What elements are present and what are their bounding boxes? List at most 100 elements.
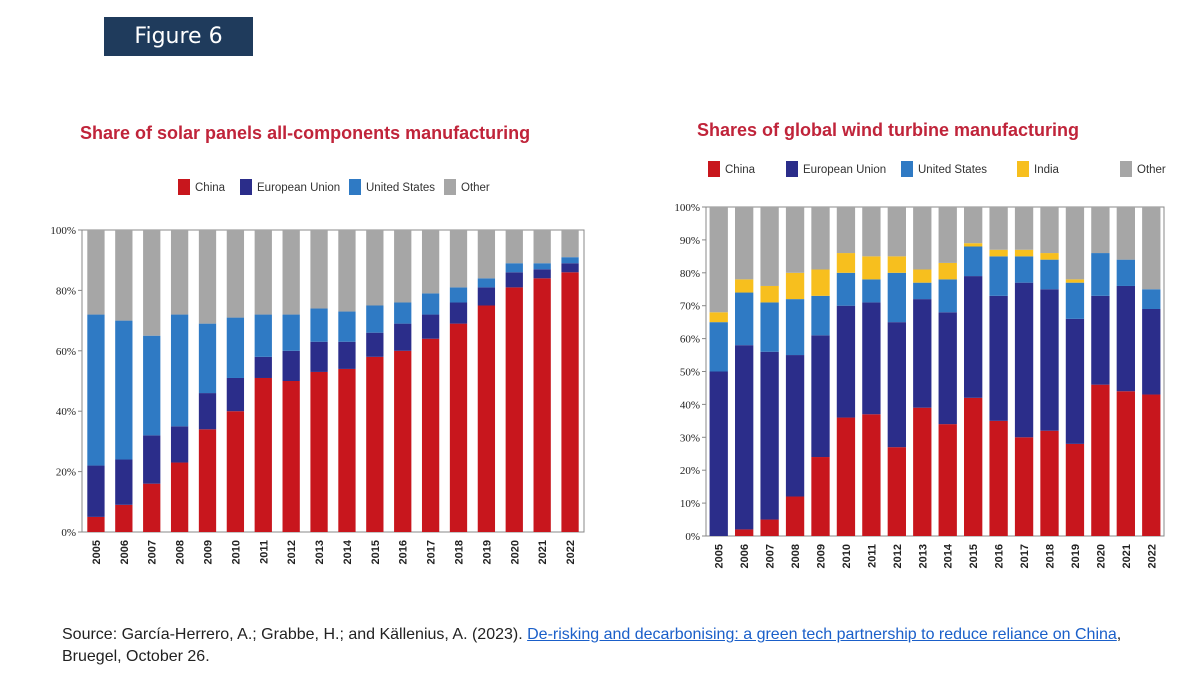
bar-united-states-2020 [1091, 253, 1110, 296]
bar-european-union-2020 [1091, 295, 1110, 385]
x-tick-label: 2019 [1070, 544, 1082, 568]
solar-chart-title: Share of solar panels all-components man… [80, 123, 530, 143]
bar-european-union-2018 [1040, 289, 1059, 431]
source-link[interactable]: De-risking and decarbonising: a green te… [527, 626, 1117, 643]
bar-european-union-2016 [394, 323, 412, 351]
bar-china-2014 [338, 368, 356, 532]
bar-china-2012 [282, 381, 300, 532]
bar-other-2020 [505, 230, 523, 264]
bar-china-2006 [115, 504, 133, 532]
bar-other-2005 [709, 207, 728, 313]
bar-china-2017 [1014, 437, 1034, 536]
bar-china-2021 [1116, 391, 1135, 536]
y-tick-label: 30% [680, 432, 700, 444]
bar-united-states-2012 [887, 272, 906, 323]
bar-european-union-2007 [143, 435, 161, 484]
bar-european-union-2009 [198, 393, 217, 430]
bar-european-union-2011 [862, 302, 881, 415]
bar-india-2018 [1040, 253, 1059, 260]
bar-other-2007 [760, 207, 779, 286]
bar-european-union-2014 [338, 341, 356, 369]
bar-other-2009 [198, 230, 217, 324]
x-tick-label: 2013 [314, 540, 326, 564]
bar-china-2008 [170, 462, 189, 532]
bar-other-2022 [561, 230, 579, 258]
x-tick-label: 2008 [790, 544, 802, 568]
legend-swatch-china [178, 179, 190, 195]
bar-other-2015 [366, 230, 384, 306]
bar-china-2011 [254, 377, 272, 532]
y-tick-label: 60% [56, 346, 76, 358]
y-tick-label: 0% [61, 527, 76, 539]
x-tick-label: 2006 [739, 544, 751, 568]
x-tick-label: 2018 [1045, 544, 1057, 568]
bar-india-2007 [760, 285, 779, 303]
bar-united-states-2022 [1142, 289, 1161, 309]
bar-other-2012 [282, 230, 300, 315]
bar-china-2016 [394, 350, 412, 532]
source-prefix: Source: García-Herrero, A.; Grabbe, H.; … [62, 626, 528, 643]
x-tick-label: 2015 [370, 540, 382, 564]
bar-china-2006 [735, 529, 754, 536]
legend-swatch-other [444, 179, 456, 195]
bar-european-union-2008 [785, 355, 805, 497]
x-tick-label: 2008 [175, 540, 187, 564]
bar-china-2019 [477, 305, 496, 532]
bar-united-states-2011 [254, 314, 272, 357]
bar-european-union-2008 [170, 426, 189, 463]
bar-other-2006 [115, 230, 133, 321]
bar-european-union-2015 [964, 276, 983, 398]
bar-china-2022 [1142, 394, 1161, 536]
bar-india-2008 [785, 272, 805, 300]
bar-china-2009 [198, 429, 217, 532]
bar-united-states-2009 [198, 323, 217, 394]
bar-other-2015 [964, 207, 983, 244]
bar-india-2006 [735, 279, 754, 293]
bar-other-2018 [449, 230, 468, 288]
x-tick-label: 2021 [537, 540, 549, 564]
bar-united-states-2015 [964, 246, 983, 277]
y-tick-label: 60% [680, 334, 700, 346]
x-tick-label: 2012 [286, 540, 298, 564]
bar-united-states-2016 [989, 256, 1008, 296]
x-tick-label: 2016 [398, 540, 410, 564]
bar-european-union-2009 [811, 335, 830, 458]
bar-other-2016 [989, 207, 1008, 250]
bar-china-2007 [760, 519, 779, 536]
y-tick-label: 100% [674, 202, 700, 214]
bar-india-2013 [913, 269, 932, 283]
bar-united-states-2022 [561, 257, 579, 264]
x-tick-label: 2009 [203, 540, 215, 564]
bar-other-2016 [394, 230, 412, 303]
x-tick-label: 2014 [943, 543, 955, 568]
bar-united-states-2017 [421, 293, 440, 315]
bar-india-2005 [709, 312, 728, 323]
bar-united-states-2019 [1065, 282, 1085, 319]
bar-other-2010 [226, 230, 245, 318]
bar-china-2013 [310, 371, 328, 532]
x-tick-label: 2020 [509, 540, 521, 564]
bar-united-states-2014 [938, 279, 957, 313]
y-tick-label: 20% [680, 465, 700, 477]
bar-china-2005 [87, 516, 105, 532]
bar-united-states-2005 [709, 322, 728, 372]
x-tick-label: 2017 [426, 540, 438, 564]
x-tick-label: 2010 [841, 544, 853, 568]
bar-european-union-2021 [533, 269, 551, 279]
y-tick-label: 20% [56, 467, 76, 479]
bar-european-union-2017 [1014, 282, 1034, 438]
bar-china-2021 [533, 278, 551, 532]
x-tick-label: 2010 [230, 540, 242, 564]
legend-label-other: Other [461, 182, 490, 194]
bar-other-2019 [477, 230, 496, 279]
bar-united-states-2016 [394, 302, 412, 324]
legend-swatch-india [1017, 161, 1029, 177]
bar-china-2018 [1040, 430, 1059, 536]
bar-china-2009 [811, 457, 830, 536]
bar-china-2018 [449, 323, 468, 532]
bar-united-states-2020 [505, 263, 523, 273]
bar-other-2011 [862, 207, 881, 257]
bar-india-2019 [1065, 279, 1085, 283]
bar-united-states-2009 [811, 295, 830, 336]
solar-chart-plot: 0% 20% 40% 60% 80% 100% 2005 2006 2007 2008 2009 20… [50, 225, 585, 564]
